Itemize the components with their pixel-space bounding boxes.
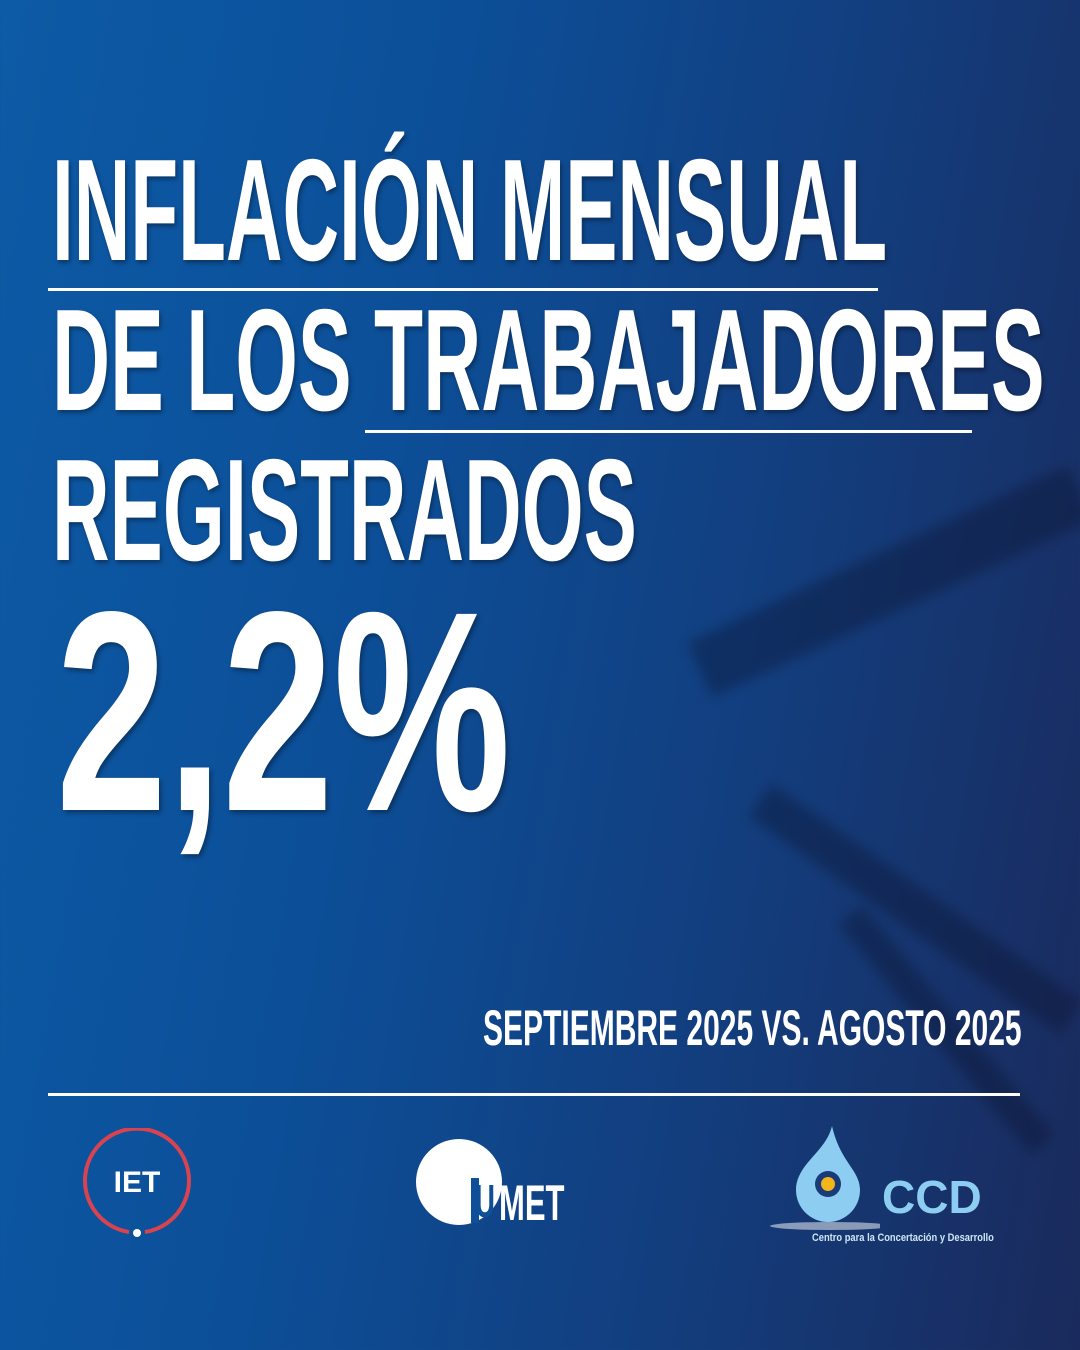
title-line-2a: DE LOS xyxy=(52,279,374,441)
period-label: SEPTIEMBRE 2025 VS. AGOSTO 2025 xyxy=(483,1000,1022,1056)
inflation-value: 2,2% xyxy=(56,553,511,871)
ccd-drop-icon xyxy=(770,1126,880,1230)
title-line-3: REGISTRADOS xyxy=(52,429,637,591)
iet-ring-icon xyxy=(83,1126,191,1237)
title-line-2: DE LOS TRABAJADORES xyxy=(52,288,1045,433)
ccd-subtitle: Centro para la Concertación y Desarrollo xyxy=(812,1232,994,1244)
ccd-logo-text: CCD xyxy=(882,1171,982,1223)
umet-logo-u: U xyxy=(475,1175,495,1227)
ccd-logo: CCD Centro para la Concertación y Desarr… xyxy=(770,1122,1010,1252)
title-underline-1 xyxy=(48,288,878,291)
umet-logo-text: MET xyxy=(499,1175,565,1231)
umet-logo: U MET xyxy=(415,1138,595,1228)
title-underline-2 xyxy=(365,430,972,433)
iet-logo: IET xyxy=(82,1126,192,1238)
background-streak xyxy=(687,465,1080,698)
title-line-2b: TRABAJADORES xyxy=(373,279,1045,441)
umet-circle-icon xyxy=(416,1139,502,1225)
footer-divider xyxy=(48,1093,1020,1096)
title-line-1: INFLACIÓN MENSUAL xyxy=(52,129,888,291)
iet-logo-text: IET xyxy=(113,1166,161,1199)
